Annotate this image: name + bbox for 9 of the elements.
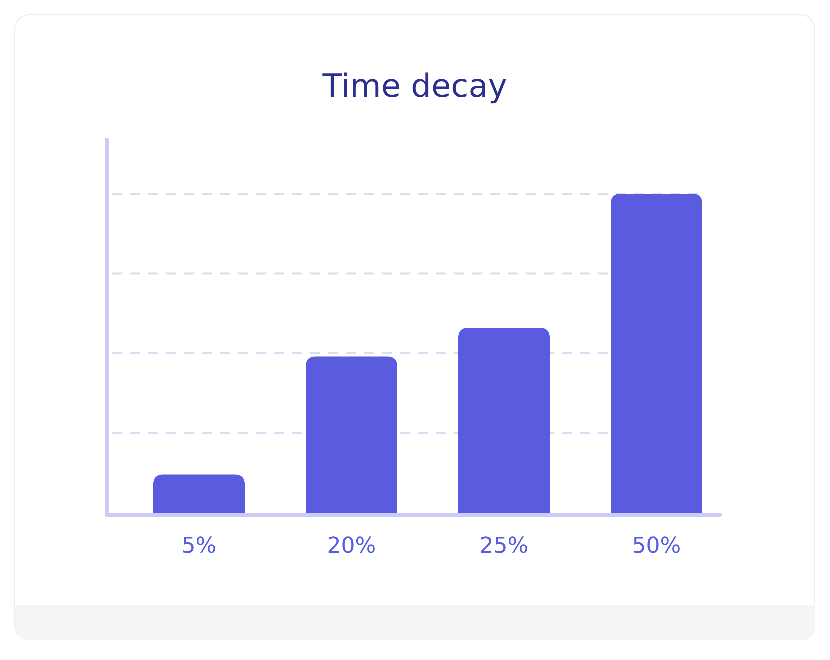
x-tick-label: 25% xyxy=(480,534,529,559)
x-tick-label: 5% xyxy=(182,534,217,559)
x-tick-label: 50% xyxy=(632,534,682,559)
x-tick-label: 20% xyxy=(327,534,376,559)
bar xyxy=(154,474,245,513)
chart-title: Time decay xyxy=(322,67,508,105)
bar xyxy=(611,194,702,513)
bar xyxy=(306,356,398,513)
bar xyxy=(458,328,550,513)
